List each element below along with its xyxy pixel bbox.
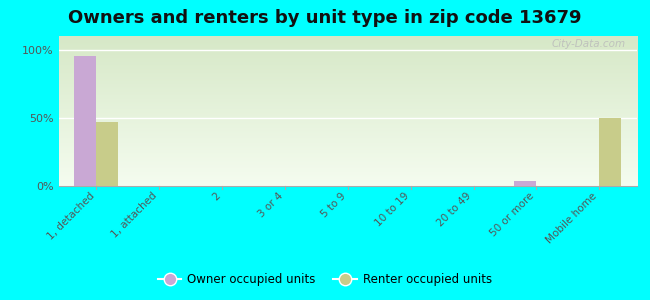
Text: City-Data.com: City-Data.com	[551, 39, 625, 49]
Text: Owners and renters by unit type in zip code 13679: Owners and renters by unit type in zip c…	[68, 9, 582, 27]
Legend: Owner occupied units, Renter occupied units: Owner occupied units, Renter occupied un…	[153, 269, 497, 291]
Bar	[514, 181, 536, 186]
Bar	[96, 122, 118, 186]
Bar	[74, 56, 96, 186]
Bar	[599, 118, 621, 186]
